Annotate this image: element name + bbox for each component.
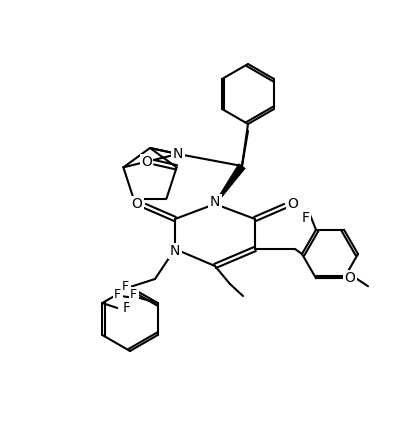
- Polygon shape: [214, 164, 245, 204]
- Text: F: F: [301, 211, 309, 225]
- Text: F: F: [122, 301, 130, 315]
- Text: O: O: [131, 197, 142, 211]
- Text: O: O: [287, 197, 298, 211]
- Text: N: N: [172, 147, 183, 161]
- Text: O: O: [141, 155, 152, 169]
- Text: N: N: [209, 195, 220, 209]
- Text: F: F: [130, 288, 137, 301]
- Text: F: F: [114, 288, 121, 301]
- Text: O: O: [344, 271, 354, 285]
- Text: N: N: [169, 244, 180, 258]
- Text: F: F: [122, 279, 129, 293]
